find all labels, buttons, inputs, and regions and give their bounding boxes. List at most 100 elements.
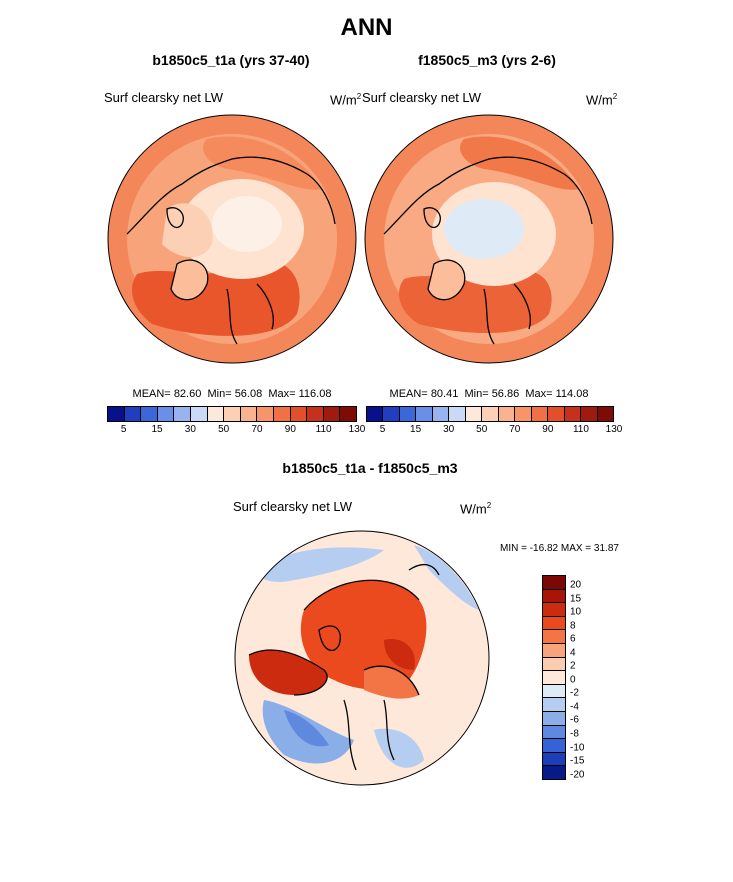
panel-2-field-arctic-cold-core — [444, 199, 524, 259]
diff-field-cool-northeast — [414, 545, 479, 610]
page-title: ANN — [340, 14, 393, 41]
colorbar-segment — [543, 603, 565, 617]
panel-1-field-siberia — [203, 136, 322, 190]
colorbar-tick-label: 90 — [284, 424, 296, 435]
colorbar-tick-label: 110 — [572, 424, 589, 435]
diff-coastline — [248, 563, 440, 771]
colorbar-segment — [543, 630, 565, 644]
colorbar-segment — [597, 407, 614, 421]
colorbar-tick-label: 90 — [542, 424, 554, 435]
colorbar-segment — [581, 407, 598, 421]
colorbar-tick-label: 50 — [218, 424, 230, 435]
diff-field-cool-east — [374, 728, 424, 768]
colorbar-segment — [498, 407, 516, 421]
colorbar-segment — [515, 407, 532, 421]
panel-1-field-arctic-core — [212, 196, 282, 252]
colorbar-segment — [432, 407, 450, 421]
colorbar-tick-label: 2 — [570, 660, 576, 672]
diff-field-warm-europe — [364, 666, 419, 699]
panel-1-field-canada — [162, 203, 213, 258]
colorbar-tick-label: 30 — [443, 424, 455, 435]
diff-variable: Surf clearsky net LW — [233, 499, 352, 514]
colorbar-tick-label: 70 — [509, 424, 521, 435]
colorbar-segment — [543, 671, 565, 685]
colorbar-segment — [273, 407, 291, 421]
panel-1-title: b1850c5_t1a (yrs 37-40) — [152, 52, 310, 68]
colorbar-tick-label: 130 — [348, 424, 366, 435]
colorbar-tick-label: -20 — [570, 769, 585, 781]
colorbar-segment — [257, 407, 274, 421]
colorbar-tick-label: 0 — [570, 674, 576, 686]
colorbar-tick-label: 30 — [184, 424, 196, 435]
panel-1-units: W/m2 — [330, 92, 362, 108]
colorbar-tick-label: 20 — [570, 579, 582, 591]
colorbar-segment — [564, 407, 582, 421]
colorbar-tick-label: 5 — [120, 424, 127, 435]
colorbar-segment — [543, 576, 565, 590]
colorbar-segment — [543, 711, 565, 726]
panel-2-stats: MEAN= 80.41 Min= 56.86 Max= 114.08 — [389, 388, 589, 400]
panel-2-units: W/m2 — [586, 92, 618, 108]
colorbar-tick-label: 6 — [570, 633, 576, 645]
colorbar-segment — [531, 407, 549, 421]
colorbar-segment — [482, 407, 499, 421]
colorbar-tick-label: -8 — [570, 728, 579, 740]
colorbar-tick-label: 10 — [570, 606, 582, 618]
diff-units: W/m2 — [460, 501, 492, 517]
diff-title: b1850c5_t1a - f1850c5_m3 — [282, 460, 458, 476]
colorbar-tick-label: 130 — [605, 424, 623, 435]
diff-field-warm-canada — [249, 650, 328, 695]
colorbar-tick-label: -6 — [570, 714, 579, 726]
colorbar-segment — [543, 698, 565, 712]
panel-2-map-border — [364, 114, 614, 364]
colorbar-segment — [290, 407, 308, 421]
colorbar-segment — [548, 407, 565, 421]
colorbar-segment — [543, 752, 565, 767]
diff-colorbar — [542, 575, 566, 780]
colorbar-segment — [449, 407, 466, 421]
panel-1-field-greenland — [171, 260, 208, 300]
colorbar-tick-label: 5 — [379, 424, 386, 435]
panel-2-coastline — [383, 156, 593, 345]
diff-field-warm-barents — [384, 639, 415, 670]
diff-field-cool-south-deep — [284, 710, 329, 747]
diff-colorbar-ticks: 20 15 10 8 6 4 2 0 -2 -4 -6 -8 -10 -15 -20 — [570, 575, 600, 781]
panel-1-variable: Surf clearsky net LW — [104, 90, 223, 105]
colorbar-segment — [543, 657, 565, 672]
colorbar-segment — [108, 407, 125, 421]
colorbar-segment — [383, 407, 400, 421]
colorbar-segment — [543, 766, 565, 779]
colorbar-segment — [340, 407, 356, 421]
colorbar-segment — [543, 684, 565, 699]
colorbar-tick-label: 4 — [570, 647, 576, 659]
panel-1-map-border — [107, 114, 357, 364]
colorbar-tick-label: 15 — [151, 424, 163, 435]
colorbar-segment — [543, 725, 565, 740]
panel-1-map — [107, 114, 357, 364]
colorbar-segment — [157, 407, 175, 421]
colorbar-segment — [543, 643, 565, 658]
colorbar-segment — [465, 407, 483, 421]
panel-2-title: f1850c5_m3 (yrs 2-6) — [418, 52, 556, 68]
colorbar-segment — [141, 407, 158, 421]
colorbar-segment — [416, 407, 433, 421]
panel-2-field-greenland — [428, 260, 465, 300]
panel-1-colorbar — [107, 406, 357, 422]
colorbar-segment — [207, 407, 225, 421]
diff-minmax: MIN = -16.82 MAX = 31.87 — [500, 543, 619, 554]
colorbar-tick-label: -15 — [570, 755, 585, 767]
colorbar-segment — [240, 407, 258, 421]
panel-2-variable: Surf clearsky net LW — [362, 90, 481, 105]
colorbar-tick-label: 8 — [570, 620, 576, 632]
colorbar-segment — [190, 407, 208, 421]
colorbar-segment — [543, 589, 565, 604]
colorbar-tick-label: 110 — [315, 424, 332, 435]
panel-1-stats: MEAN= 82.60 Min= 56.08 Max= 116.08 — [132, 388, 332, 400]
colorbar-segment — [543, 739, 565, 753]
colorbar-segment — [124, 407, 142, 421]
panel-2-field-siberia — [460, 136, 579, 190]
panel-2-map — [364, 114, 614, 364]
colorbar-tick-label: 50 — [476, 424, 488, 435]
colorbar-segment — [174, 407, 191, 421]
panel-1-coastline — [126, 156, 336, 345]
